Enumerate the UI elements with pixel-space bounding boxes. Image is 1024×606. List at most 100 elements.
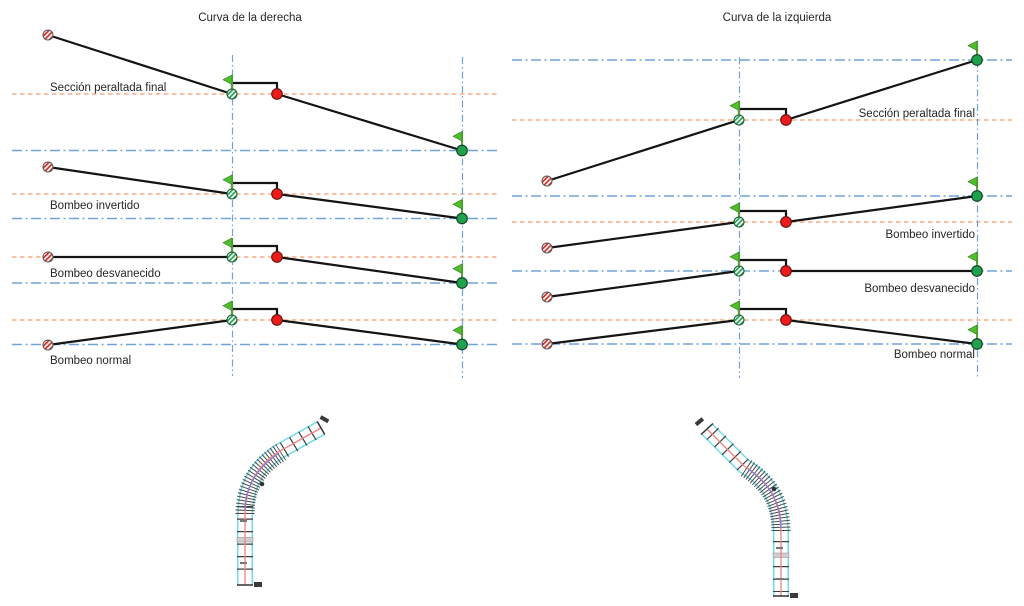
green-flag-icon (729, 251, 740, 269)
green-dot-icon (456, 338, 468, 351)
green-dot-icon (971, 338, 983, 350)
green-hatched-circle-icon (733, 114, 745, 126)
profile-line (276, 318, 463, 346)
red-dot-icon (780, 314, 792, 326)
green-dot-icon (971, 265, 983, 277)
profile-line (546, 318, 740, 346)
station-label-mark (240, 520, 247, 522)
red-dot-icon (780, 216, 792, 228)
road-plan-right (694, 417, 798, 598)
green-dot-icon (456, 144, 468, 157)
step-notch (230, 181, 279, 194)
curve-point-mark (259, 481, 265, 487)
green-hatched-circle-icon (226, 88, 238, 100)
road-centerline (706, 428, 782, 596)
profile-line (276, 192, 463, 220)
green-flag-icon (452, 324, 463, 342)
green-flag-icon (222, 174, 233, 192)
road-surface (702, 424, 788, 597)
station-label-mark (776, 578, 783, 580)
left-panel: Curva de la derecha (12, 12, 497, 378)
curve-point-mark (771, 486, 777, 492)
profile-line (546, 269, 740, 299)
spiral-centerline (244, 452, 280, 511)
right-panel: Curva de la izquierda (512, 12, 1012, 378)
road-plan-left (235, 415, 330, 587)
red-hatched-circle-icon (42, 29, 54, 41)
green-dot-icon (971, 54, 983, 66)
end-station-tick (700, 422, 714, 436)
green-flag-icon (967, 324, 978, 342)
road-surface (238, 422, 325, 586)
red-hatched-circle-icon (541, 291, 553, 303)
row-label: Sección peraltada final (50, 82, 166, 94)
green-hatched-circle-icon (226, 251, 238, 263)
green-flag-icon (222, 74, 233, 92)
green-dot-icon (456, 212, 468, 225)
row-label: Bombeo normal (50, 355, 131, 367)
profile-line (546, 118, 740, 183)
row-label: Bombeo normal (894, 349, 975, 361)
spiral-centerline (747, 468, 782, 529)
station-label-mark (240, 562, 247, 564)
green-flag-icon (729, 100, 740, 118)
row-label: Bombeo invertido (50, 200, 140, 212)
red-hatched-circle-icon (42, 339, 54, 351)
red-hatched-circle-icon (42, 251, 54, 263)
red-dot-icon (780, 114, 792, 126)
right-profiles (546, 58, 978, 346)
profile-line (785, 194, 978, 224)
step-notch (230, 244, 279, 257)
step-notch (737, 209, 788, 222)
step-notch (737, 258, 788, 271)
step-notch (737, 307, 788, 320)
red-hatched-circle-icon (541, 175, 553, 187)
station-label-mark (694, 417, 705, 427)
green-flag-icon (729, 202, 740, 220)
station-label-mark (790, 593, 798, 598)
green-hatched-circle-icon (733, 265, 745, 277)
red-hatched-circle-icon (42, 161, 54, 173)
green-flag-icon (222, 300, 233, 318)
right-markers (541, 54, 983, 350)
left-markers (42, 29, 468, 351)
station-label-mark (254, 582, 262, 587)
green-hatched-circle-icon (226, 188, 238, 200)
profile-line (47, 165, 233, 196)
red-hatched-circle-icon (541, 242, 553, 254)
profile-line (546, 220, 740, 250)
red-dot-icon (780, 265, 792, 277)
green-flag-icon (967, 176, 978, 194)
right-flags (729, 40, 978, 342)
road-edges (701, 423, 789, 597)
green-flag-icon (222, 237, 233, 255)
red-hatched-circle-icon (541, 338, 553, 350)
green-hatched-circle-icon (226, 314, 238, 326)
step-notch (737, 107, 788, 120)
row-label: Bombeo desvanecido (50, 268, 161, 280)
end-station-tick (316, 421, 326, 435)
left-panel-title: Curva de la derecha (198, 12, 302, 24)
station-label-mark (319, 415, 330, 424)
green-flag-icon (967, 40, 978, 58)
row-label: Sección peraltada final (859, 108, 975, 120)
step-notch (230, 81, 279, 94)
red-dot-icon (271, 314, 283, 326)
red-dot-icon (271, 88, 283, 100)
right-camber-guides (512, 119, 1012, 321)
profile-line (785, 318, 978, 346)
green-flag-icon (452, 130, 463, 148)
green-flag-icon (967, 251, 978, 269)
step-notch (230, 307, 279, 320)
row-label: Bombeo desvanecido (864, 283, 975, 295)
profile-line (276, 255, 463, 285)
green-dot-icon (971, 190, 983, 202)
profile-line (785, 58, 978, 122)
green-dot-icon (456, 277, 468, 289)
left-axis-guides (12, 55, 497, 378)
green-flag-icon (729, 300, 740, 318)
station-label-mark (776, 547, 783, 549)
green-flag-icon (452, 263, 463, 281)
